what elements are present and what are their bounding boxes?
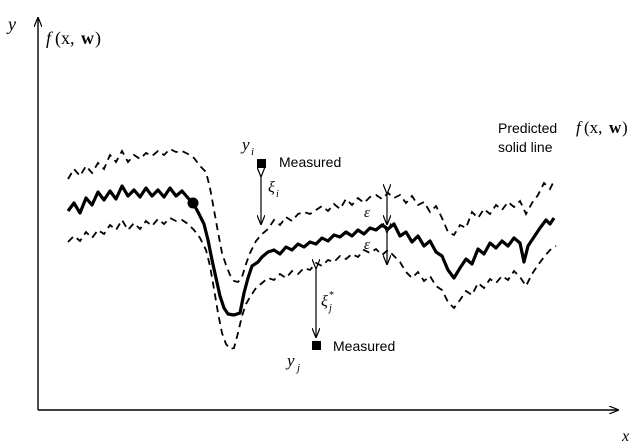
svg-text:j: j xyxy=(295,362,300,374)
upper-tube-boundary xyxy=(67,147,555,284)
svg-text:(x,: (x, xyxy=(55,28,75,49)
measured-label-bottom: Measured xyxy=(333,338,395,354)
lower-tube-boundary xyxy=(67,216,557,351)
x-axis-label: x xyxy=(621,428,629,442)
svg-text:): ) xyxy=(95,28,101,49)
measured-label-top: Measured xyxy=(279,154,341,170)
svg-text:f: f xyxy=(576,118,583,137)
predicted-f-label: f (x, w ) xyxy=(576,118,628,137)
svg-text:i: i xyxy=(276,189,279,200)
epsilon-label-upper: ε xyxy=(364,205,370,221)
svg-text:j: j xyxy=(327,303,332,314)
svg-text:y: y xyxy=(240,135,250,154)
svg-text:w: w xyxy=(609,118,622,137)
measured-point-bottom xyxy=(312,341,321,350)
measured-point-top xyxy=(257,159,266,168)
y-axis-label: y xyxy=(6,14,16,34)
predicted-label-line2: solid line xyxy=(498,139,553,155)
epsilon-label-lower: ε xyxy=(364,237,370,253)
xi-i-label: ξ i xyxy=(268,179,279,200)
y-j-label: y j xyxy=(285,351,300,374)
svg-text:y: y xyxy=(285,351,295,370)
svg-text:*: * xyxy=(329,290,334,301)
predicted-solid-line xyxy=(66,184,556,317)
svg-text:): ) xyxy=(622,118,628,137)
solid-line-point xyxy=(187,197,199,209)
xi-j-label: ξ j * xyxy=(321,290,334,314)
predicted-label-line1: Predicted xyxy=(498,120,557,136)
svg-text:ξ: ξ xyxy=(268,179,275,196)
y-i-label: y i xyxy=(240,135,254,158)
svg-text:ξ: ξ xyxy=(321,293,328,310)
svg-text:w: w xyxy=(81,28,94,48)
svg-text:(x,: (x, xyxy=(584,118,602,137)
f-axis-label: f (x, w ) xyxy=(46,28,101,49)
svg-text:i: i xyxy=(251,146,254,158)
svg-text:f: f xyxy=(46,28,54,48)
